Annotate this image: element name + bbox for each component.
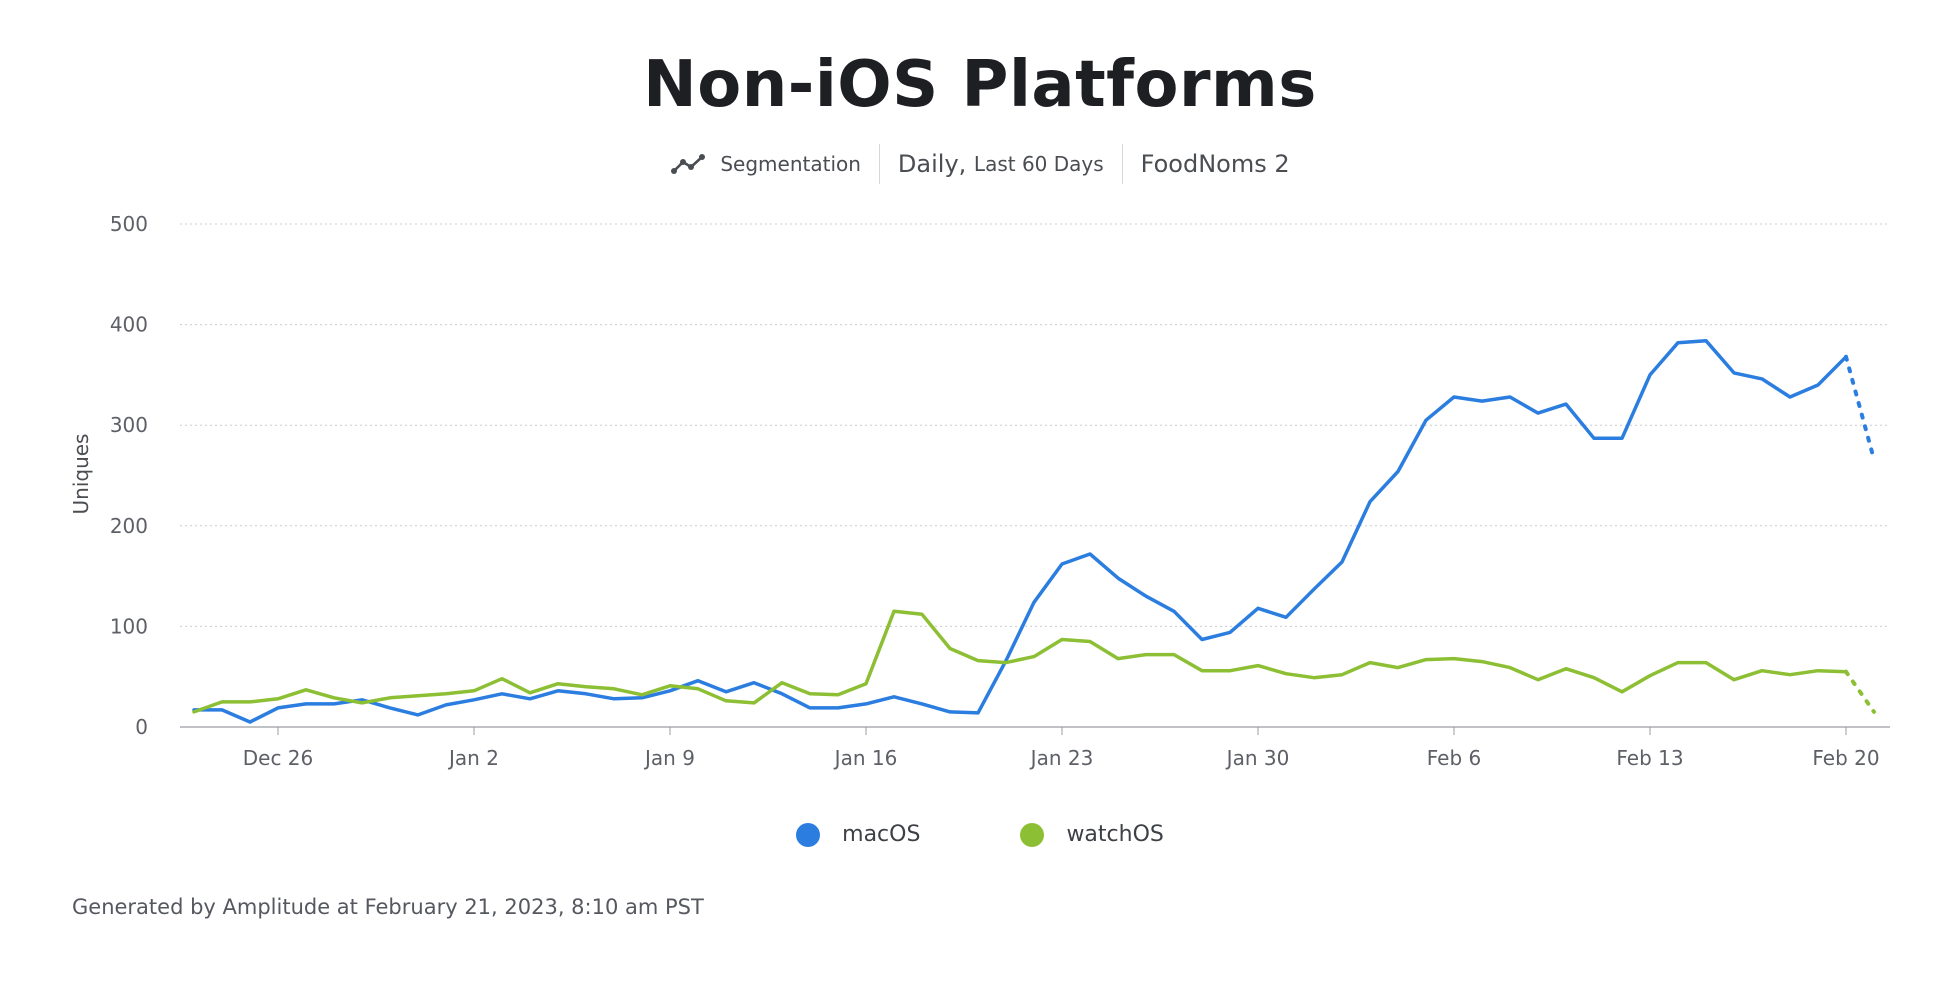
series-projection-macos <box>1844 354 1876 462</box>
line-chart-icon <box>671 154 706 174</box>
y-tick-label: 100 <box>110 614 148 638</box>
x-tick-label: Jan 2 <box>447 746 499 770</box>
legend-swatch-macos <box>796 822 821 847</box>
interval-range: Last 60 Days <box>973 152 1104 176</box>
legend-swatch-watchos <box>1020 822 1045 847</box>
segmentation-chip[interactable]: Segmentation <box>652 144 879 184</box>
y-axis: 0 100 200 300 400 500 <box>110 212 148 739</box>
legend-label-macos: macOS <box>842 822 921 847</box>
interval-label: Daily, <box>897 150 967 178</box>
x-tick-label: Feb 13 <box>1616 746 1683 770</box>
x-axis: Dec 26 Jan 2 Jan 9 Jan 16 Jan 23 Jan 30 Feb 6 F… <box>243 727 1880 770</box>
series-line-watchos <box>192 609 1848 714</box>
y-tick-label: 300 <box>110 413 148 437</box>
app-chip[interactable]: FoodNoms 2 <box>1121 144 1308 184</box>
x-tick-label: Feb 20 <box>1812 746 1879 770</box>
legend-item-watchos[interactable]: watchOS <box>1020 822 1164 847</box>
y-tick-label: 0 <box>135 715 148 739</box>
y-tick-label: 400 <box>110 313 148 337</box>
legend-label-watchos: watchOS <box>1066 822 1164 847</box>
app-name: FoodNoms 2 <box>1140 150 1290 178</box>
series-projection-watchos <box>1844 669 1876 714</box>
series-lines <box>192 338 1876 724</box>
y-axis-label: Uniques <box>69 434 93 515</box>
grid-lines <box>180 223 1890 728</box>
chart-title: Non-iOS Platforms <box>643 48 1317 122</box>
segmentation-label: Segmentation <box>720 152 861 176</box>
chart-meta-bar: Segmentation Daily, Last 60 Days FoodNom… <box>0 144 1960 184</box>
x-tick-label: Dec 26 <box>243 746 314 770</box>
x-tick-label: Jan 30 <box>1225 746 1290 770</box>
x-tick-label: Jan 16 <box>833 746 898 770</box>
generated-footer: Generated by Amplitude at February 21, 2… <box>72 895 704 919</box>
x-tick-label: Jan 9 <box>643 746 695 770</box>
x-tick-label: Jan 23 <box>1029 746 1094 770</box>
x-tick-label: Feb 6 <box>1427 746 1482 770</box>
legend-item-macos[interactable]: macOS <box>796 822 920 847</box>
y-tick-label: 200 <box>110 514 148 538</box>
chart-legend: macOS watchOS <box>0 822 1960 847</box>
interval-chip[interactable]: Daily, Last 60 Days <box>878 144 1122 184</box>
y-tick-label: 500 <box>110 212 148 236</box>
series-line-macos <box>192 338 1848 724</box>
